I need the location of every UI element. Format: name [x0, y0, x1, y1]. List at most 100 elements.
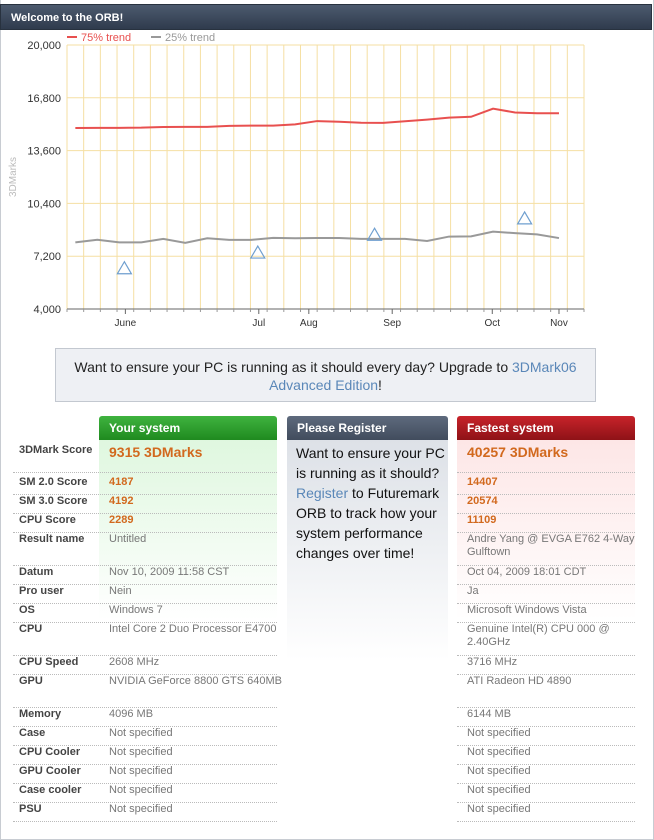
- your-system-value: 9315 3DMarks: [109, 444, 203, 460]
- row-label: CPU Score: [19, 514, 76, 526]
- register-text-2: to Futuremark ORB to track how your syst…: [296, 485, 440, 561]
- fastest-system-value: 20574: [467, 495, 498, 507]
- table-row: 3DMark Score 9315 3DMarks 40257 3DMarks: [13, 444, 643, 463]
- row-divider: [457, 655, 635, 656]
- y-tick-label: 4,000: [33, 304, 61, 316]
- panel-title: Welcome to the ORB!: [0, 4, 652, 30]
- result-marker: [366, 227, 383, 241]
- fastest-system-value: Genuine Intel(R) CPU 000 @ 2.40GHz: [467, 623, 610, 648]
- table-row: CPU Intel Core 2 Duo Processor E4700 Genui…: [13, 623, 643, 648]
- fastest-system-value: Not specified: [467, 784, 531, 796]
- row-divider: [13, 603, 277, 604]
- row-label: Datum: [19, 566, 54, 578]
- your-system-value: Intel Core 2 Duo Processor E4700: [109, 623, 277, 635]
- row-label: CPU Cooler: [19, 746, 81, 758]
- row-divider: [13, 584, 277, 585]
- register-panel: [287, 440, 448, 835]
- x-tick-label: Aug: [300, 318, 318, 329]
- register-text-1: Want to ensure your PC is running as it …: [296, 445, 445, 481]
- x-tick-label: Oct: [484, 318, 500, 329]
- row-divider: [457, 674, 635, 675]
- row-divider: [13, 494, 277, 495]
- your-system-value: Nein: [109, 585, 132, 597]
- your-system-background: [99, 440, 277, 620]
- row-divider: [13, 783, 277, 784]
- your-system-header: Your system: [99, 416, 277, 440]
- fastest-system-value: 40257 3DMarks: [467, 444, 569, 460]
- row-label: Memory: [19, 708, 62, 720]
- table-row: CPU Score 2289 11109: [13, 514, 643, 533]
- advanced-edition-link[interactable]: Advanced Edition: [269, 377, 379, 393]
- your-system-value: 2608 MHz: [109, 656, 160, 668]
- your-system-value: Not specified: [109, 765, 173, 777]
- fastest-system-value: Not specified: [467, 765, 531, 777]
- row-label: 3DMark Score: [19, 444, 93, 456]
- row-divider: [457, 603, 635, 604]
- your-system-value: Not specified: [109, 803, 173, 815]
- fastest-system-value: Oct 04, 2009 18:01 CDT: [467, 566, 587, 578]
- register-link[interactable]: Register: [296, 485, 349, 501]
- your-system-value: Nov 10, 2009 11:58 CST: [109, 566, 230, 578]
- fastest-system-header: Fastest system: [457, 416, 635, 440]
- y-axis-label: 3DMarks: [8, 157, 19, 197]
- score-trend-chart: 4,000 7,200 10,400 13,600 16,800 20,000 June Ju…: [8, 32, 585, 329]
- fastest-system-value: Microsoft Windows Vista: [467, 604, 587, 616]
- register-message: Want to ensure your PC is running as it …: [296, 443, 446, 563]
- row-label: Case cooler: [19, 784, 82, 796]
- row-label: CPU Speed: [19, 656, 79, 668]
- x-tick-label: Jul: [252, 318, 265, 329]
- series-25-trend-line: [75, 230, 560, 244]
- please-register-header: Please Register: [287, 416, 448, 440]
- row-divider: [13, 622, 277, 623]
- x-tick-label: Nov: [550, 318, 568, 329]
- your-system-value: Not specified: [109, 727, 173, 739]
- row-divider: [13, 707, 277, 708]
- row-label: SM 3.0 Score: [19, 495, 88, 507]
- row-label: GPU Cooler: [19, 765, 81, 777]
- fastest-system-value: Ja: [467, 585, 479, 597]
- row-divider: [457, 494, 635, 495]
- y-tick-label: 13,600: [27, 146, 61, 158]
- your-system-value: Untitled: [109, 533, 147, 545]
- your-system-value: 4187: [109, 476, 134, 488]
- row-label: OS: [19, 604, 35, 616]
- row-label: Pro user: [19, 585, 64, 597]
- your-system-value: NVIDIA GeForce 8800 GTS 640MB: [109, 675, 283, 687]
- row-divider: [457, 532, 635, 533]
- table-row: OS Windows 7 Microsoft Windows Vista: [13, 604, 643, 623]
- table-row: Memory 4096 MB 6144 MB: [13, 708, 643, 727]
- row-divider: [457, 783, 635, 784]
- plot-area: [67, 45, 584, 309]
- row-label: Result name: [19, 533, 85, 545]
- table-row: Result name Untitled Andre Yang @ EVGA E76…: [13, 533, 643, 558]
- your-system-value: Not specified: [109, 784, 173, 796]
- your-system-value: Not specified: [109, 746, 173, 758]
- row-label: PSU: [19, 803, 42, 815]
- x-tick-label: June: [115, 318, 137, 329]
- fastest-system-value: 3716 MHz: [467, 656, 518, 668]
- row-divider: [457, 764, 635, 765]
- row-divider: [13, 764, 277, 765]
- row-divider: [13, 513, 277, 514]
- y-tick-label: 20,000: [27, 40, 61, 52]
- row-divider: [457, 745, 635, 746]
- fastest-system-value: 11109: [467, 514, 497, 526]
- legend-label: 75% trend: [81, 32, 131, 44]
- row-divider: [457, 802, 635, 803]
- row-divider: [13, 802, 277, 803]
- row-label: Case: [19, 727, 46, 739]
- row-divider: [13, 655, 277, 656]
- your-system-value: 4192: [109, 495, 134, 507]
- table-row: GPU Cooler Not specified Not specified: [13, 765, 643, 784]
- table-row: SM 2.0 Score 4187 14407: [13, 476, 643, 495]
- 3dmark06-link[interactable]: 3DMark06: [512, 359, 577, 375]
- table-row: Case Not specified Not specified: [13, 727, 643, 746]
- your-system-value: 2289: [109, 514, 134, 526]
- table-row: GPU NVIDIA GeForce 8800 GTS 640MB ATI Rade…: [13, 675, 643, 694]
- your-system-value: Windows 7: [109, 604, 163, 616]
- table-row: Case cooler Not specified Not specified: [13, 784, 643, 803]
- result-marker: [249, 244, 266, 259]
- row-label: GPU: [19, 675, 43, 687]
- row-divider: [457, 584, 635, 585]
- fastest-system-value: Not specified: [467, 727, 531, 739]
